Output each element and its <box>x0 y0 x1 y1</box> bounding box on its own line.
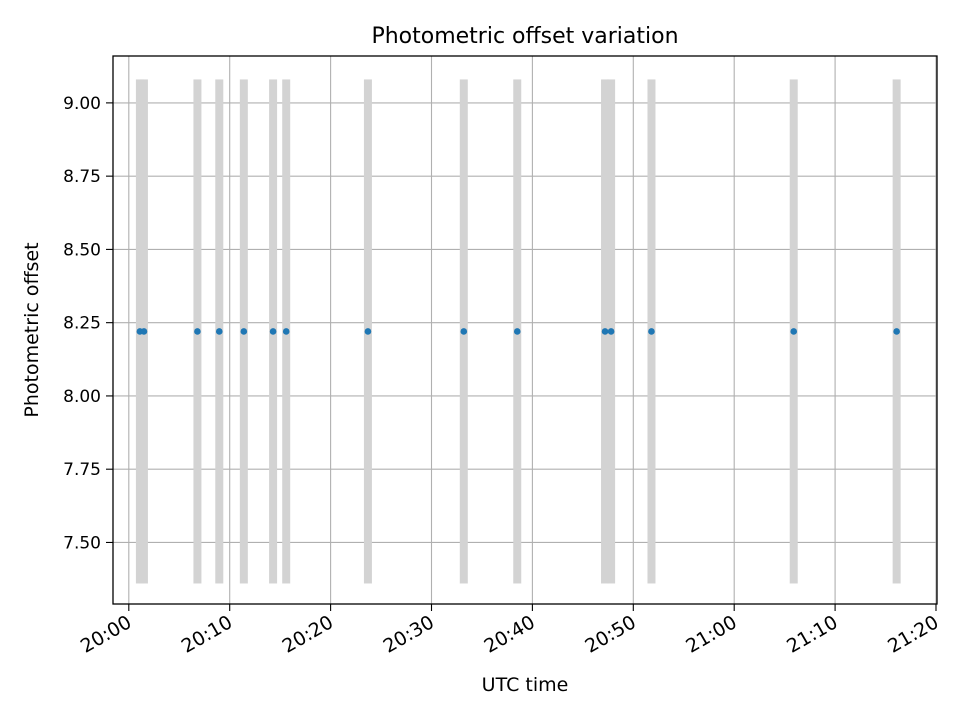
y-tick-label: 8.25 <box>63 314 101 334</box>
plot-frame <box>112 55 938 605</box>
data-point <box>601 328 609 335</box>
data-point <box>460 328 468 335</box>
data-point <box>607 328 615 335</box>
y-tick-label: 7.50 <box>63 533 101 553</box>
data-point <box>790 328 798 335</box>
data-point <box>194 328 201 335</box>
data-point <box>140 328 148 335</box>
y-axis: 7.50 7.75 8.00 8.25 8.50 8.75 9.00 <box>63 94 113 553</box>
data-point <box>893 328 900 335</box>
x-axis-label: UTC time <box>482 674 569 696</box>
chart-title: Photometric offset variation <box>371 24 678 49</box>
data-point <box>269 328 277 335</box>
y-tick-label: 7.75 <box>63 460 101 480</box>
data-point <box>648 328 655 335</box>
y-tick-label: 8.75 <box>63 167 101 187</box>
y-tick-label: 9.00 <box>63 94 101 114</box>
grid <box>113 56 937 604</box>
y-axis-label: Photometric offset <box>21 242 43 417</box>
data-points <box>136 328 900 335</box>
data-point <box>215 328 223 335</box>
data-point <box>364 328 372 335</box>
data-point <box>513 328 521 335</box>
data-point <box>240 328 248 335</box>
data-point <box>282 328 290 335</box>
y-tick-label: 8.50 <box>63 240 101 260</box>
y-tick-label: 8.00 <box>63 387 101 407</box>
